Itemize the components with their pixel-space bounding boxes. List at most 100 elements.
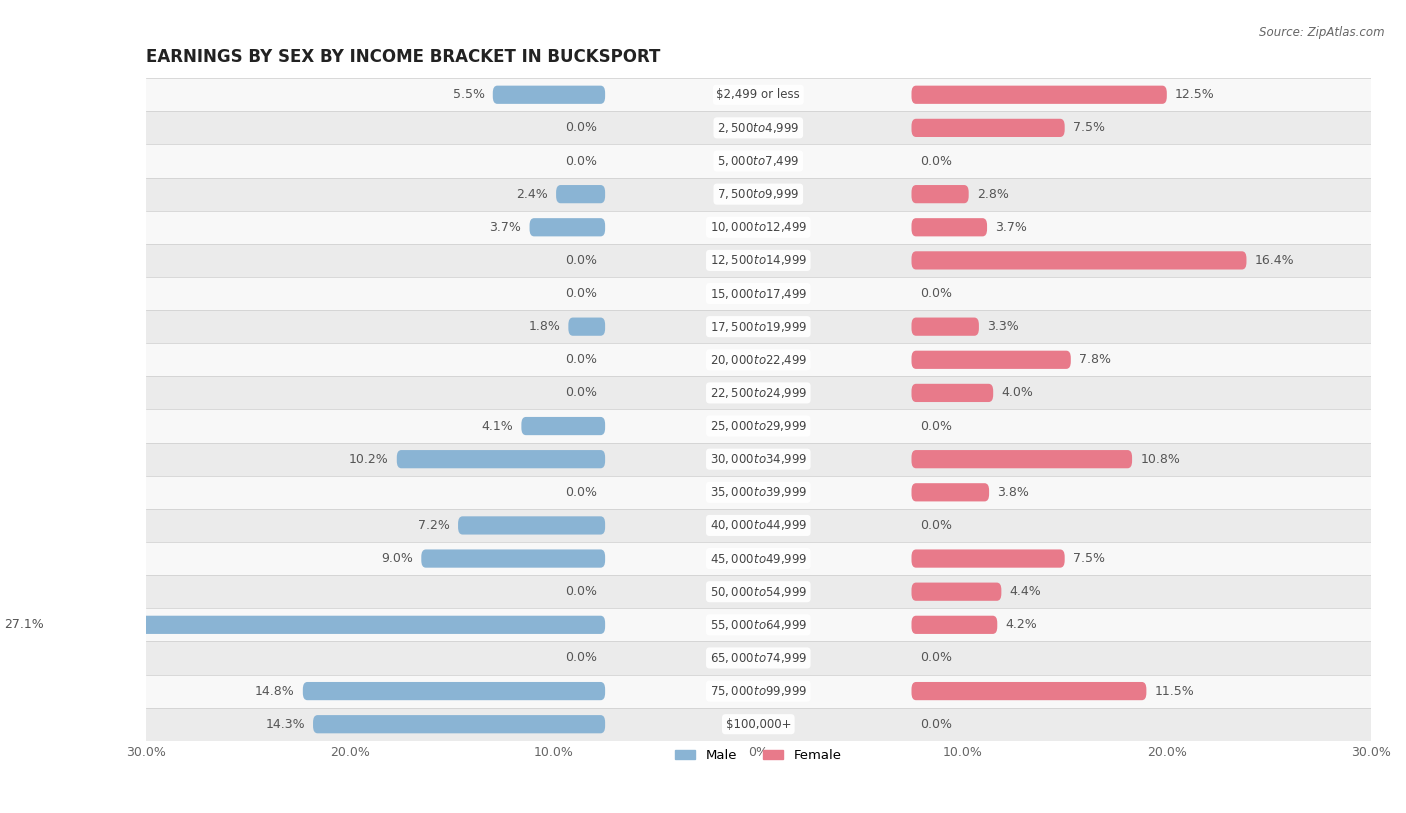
FancyBboxPatch shape bbox=[911, 218, 987, 237]
FancyBboxPatch shape bbox=[911, 350, 1071, 369]
Text: 12.5%: 12.5% bbox=[1175, 89, 1215, 102]
Text: 0.0%: 0.0% bbox=[565, 651, 598, 664]
FancyBboxPatch shape bbox=[557, 185, 605, 203]
Text: 0.0%: 0.0% bbox=[565, 486, 598, 499]
Text: 27.1%: 27.1% bbox=[4, 619, 44, 632]
Text: $65,000 to $74,999: $65,000 to $74,999 bbox=[710, 651, 807, 665]
Text: 3.7%: 3.7% bbox=[995, 221, 1028, 234]
FancyBboxPatch shape bbox=[911, 682, 1146, 700]
FancyBboxPatch shape bbox=[146, 476, 1371, 509]
FancyBboxPatch shape bbox=[146, 111, 1371, 145]
Text: $10,000 to $12,499: $10,000 to $12,499 bbox=[710, 220, 807, 234]
FancyBboxPatch shape bbox=[146, 244, 1371, 277]
FancyBboxPatch shape bbox=[146, 410, 1371, 442]
Text: 0.0%: 0.0% bbox=[920, 718, 952, 731]
Text: 0.0%: 0.0% bbox=[565, 354, 598, 367]
Text: $75,000 to $99,999: $75,000 to $99,999 bbox=[710, 684, 807, 698]
Text: 11.5%: 11.5% bbox=[1154, 685, 1194, 698]
Text: $50,000 to $54,999: $50,000 to $54,999 bbox=[710, 585, 807, 598]
Text: 14.3%: 14.3% bbox=[266, 718, 305, 731]
Text: $45,000 to $49,999: $45,000 to $49,999 bbox=[710, 551, 807, 566]
Text: 7.5%: 7.5% bbox=[1073, 121, 1105, 134]
FancyBboxPatch shape bbox=[911, 85, 1167, 104]
FancyBboxPatch shape bbox=[146, 376, 1371, 410]
FancyBboxPatch shape bbox=[146, 509, 1371, 542]
FancyBboxPatch shape bbox=[52, 615, 605, 634]
FancyBboxPatch shape bbox=[568, 318, 605, 336]
Text: 2.4%: 2.4% bbox=[516, 188, 548, 201]
FancyBboxPatch shape bbox=[146, 310, 1371, 343]
Text: $12,500 to $14,999: $12,500 to $14,999 bbox=[710, 254, 807, 267]
Text: 10.8%: 10.8% bbox=[1140, 453, 1180, 466]
Text: 2.8%: 2.8% bbox=[977, 188, 1008, 201]
FancyBboxPatch shape bbox=[911, 615, 997, 634]
Text: 3.3%: 3.3% bbox=[987, 320, 1019, 333]
Text: 7.2%: 7.2% bbox=[418, 519, 450, 532]
Text: 10.2%: 10.2% bbox=[349, 453, 388, 466]
FancyBboxPatch shape bbox=[146, 542, 1371, 575]
FancyBboxPatch shape bbox=[146, 343, 1371, 376]
Text: $100,000+: $100,000+ bbox=[725, 718, 792, 731]
Text: 9.0%: 9.0% bbox=[381, 552, 413, 565]
Text: $55,000 to $64,999: $55,000 to $64,999 bbox=[710, 618, 807, 632]
Text: 4.0%: 4.0% bbox=[1001, 386, 1033, 399]
Text: 0.0%: 0.0% bbox=[565, 154, 598, 167]
Text: $17,500 to $19,999: $17,500 to $19,999 bbox=[710, 320, 807, 333]
Text: 0.0%: 0.0% bbox=[920, 519, 952, 532]
FancyBboxPatch shape bbox=[146, 608, 1371, 641]
FancyBboxPatch shape bbox=[911, 583, 1001, 601]
Text: 14.8%: 14.8% bbox=[254, 685, 295, 698]
FancyBboxPatch shape bbox=[146, 641, 1371, 675]
FancyBboxPatch shape bbox=[146, 211, 1371, 244]
FancyBboxPatch shape bbox=[146, 575, 1371, 608]
FancyBboxPatch shape bbox=[911, 185, 969, 203]
FancyBboxPatch shape bbox=[146, 675, 1371, 707]
FancyBboxPatch shape bbox=[146, 177, 1371, 211]
Text: 0.0%: 0.0% bbox=[920, 651, 952, 664]
Text: $30,000 to $34,999: $30,000 to $34,999 bbox=[710, 452, 807, 466]
Text: 0.0%: 0.0% bbox=[565, 121, 598, 134]
Text: 16.4%: 16.4% bbox=[1254, 254, 1295, 267]
Legend: Male, Female: Male, Female bbox=[669, 744, 846, 767]
FancyBboxPatch shape bbox=[911, 483, 988, 502]
FancyBboxPatch shape bbox=[530, 218, 605, 237]
Text: 0.0%: 0.0% bbox=[920, 154, 952, 167]
Text: 4.1%: 4.1% bbox=[481, 420, 513, 433]
Text: 1.8%: 1.8% bbox=[529, 320, 560, 333]
Text: $22,500 to $24,999: $22,500 to $24,999 bbox=[710, 386, 807, 400]
FancyBboxPatch shape bbox=[396, 450, 605, 468]
Text: $2,500 to $4,999: $2,500 to $4,999 bbox=[717, 121, 800, 135]
FancyBboxPatch shape bbox=[314, 715, 605, 733]
FancyBboxPatch shape bbox=[146, 277, 1371, 310]
FancyBboxPatch shape bbox=[911, 251, 1247, 270]
Text: $35,000 to $39,999: $35,000 to $39,999 bbox=[710, 485, 807, 499]
Text: 0.0%: 0.0% bbox=[920, 287, 952, 300]
FancyBboxPatch shape bbox=[911, 550, 1064, 567]
FancyBboxPatch shape bbox=[458, 516, 605, 534]
FancyBboxPatch shape bbox=[911, 450, 1132, 468]
FancyBboxPatch shape bbox=[492, 85, 605, 104]
Text: 7.8%: 7.8% bbox=[1078, 354, 1111, 367]
Text: 3.8%: 3.8% bbox=[997, 486, 1029, 499]
Text: $7,500 to $9,999: $7,500 to $9,999 bbox=[717, 187, 800, 201]
Text: 4.4%: 4.4% bbox=[1010, 585, 1042, 598]
Text: 3.7%: 3.7% bbox=[489, 221, 522, 234]
Text: 5.5%: 5.5% bbox=[453, 89, 485, 102]
Text: 0.0%: 0.0% bbox=[920, 420, 952, 433]
Text: EARNINGS BY SEX BY INCOME BRACKET IN BUCKSPORT: EARNINGS BY SEX BY INCOME BRACKET IN BUC… bbox=[146, 47, 659, 66]
FancyBboxPatch shape bbox=[911, 318, 979, 336]
FancyBboxPatch shape bbox=[302, 682, 605, 700]
Text: 0.0%: 0.0% bbox=[565, 254, 598, 267]
Text: $25,000 to $29,999: $25,000 to $29,999 bbox=[710, 419, 807, 433]
FancyBboxPatch shape bbox=[146, 78, 1371, 111]
FancyBboxPatch shape bbox=[911, 119, 1064, 137]
FancyBboxPatch shape bbox=[422, 550, 605, 567]
Text: $15,000 to $17,499: $15,000 to $17,499 bbox=[710, 286, 807, 301]
FancyBboxPatch shape bbox=[911, 384, 993, 402]
Text: 0.0%: 0.0% bbox=[565, 585, 598, 598]
Text: Source: ZipAtlas.com: Source: ZipAtlas.com bbox=[1260, 26, 1385, 39]
Text: $20,000 to $22,499: $20,000 to $22,499 bbox=[710, 353, 807, 367]
Text: 0.0%: 0.0% bbox=[565, 386, 598, 399]
FancyBboxPatch shape bbox=[146, 442, 1371, 476]
FancyBboxPatch shape bbox=[522, 417, 605, 435]
